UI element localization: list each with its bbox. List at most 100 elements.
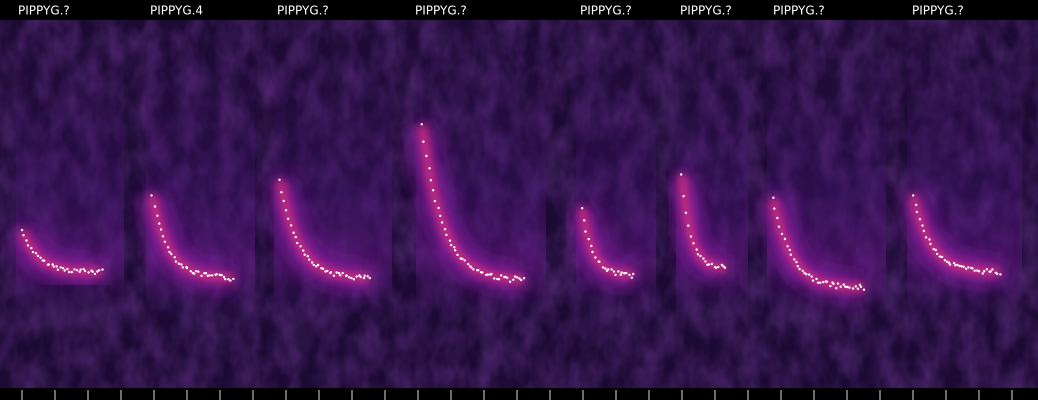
trace-dot [844,285,847,288]
trace-dot [788,248,791,252]
trace-dot [921,224,924,227]
trace-dot [601,266,605,269]
trace-dot [289,224,293,227]
trace-dot [326,269,329,273]
trace-dot [929,242,932,246]
trace-dot [355,275,358,278]
trace-dot [720,263,724,267]
trace-dot [315,265,318,268]
trace-dot [185,266,189,270]
trace-dot [204,272,208,275]
trace-dot [292,231,295,234]
trace-dot [836,282,840,285]
trace-dot [170,252,173,256]
trace-dot [999,273,1002,276]
trace-dot [862,288,866,291]
trace-dot [177,262,181,265]
trace-dot [508,280,512,283]
trace-dot [450,243,453,247]
trace-dot [723,266,727,269]
trace-dot [101,268,104,271]
trace-dot [168,250,171,254]
trace-dot [299,245,302,248]
trace-dot [31,250,35,254]
trace-dot [598,260,601,263]
trace-dot [30,246,33,250]
trace-dot [472,268,475,271]
trace-dot [612,270,616,273]
trace-dot [943,259,947,262]
trace-dot [359,275,362,279]
trace-dot [777,225,781,228]
trace-dot [591,250,594,254]
trace-dot [284,209,288,212]
trace-dot [783,237,787,241]
trace-dot [339,274,342,277]
trace-dot [796,265,799,268]
trace-dot [174,260,178,263]
trace-dot [420,123,423,126]
trace-dot [912,194,915,197]
trace-dot [454,249,457,252]
trace-dot [692,242,695,245]
trace-dot [583,219,586,222]
trace-dot [181,266,184,269]
trace-dot [280,191,283,194]
trace-dot [227,278,230,281]
trace-dot [26,244,30,247]
trace-dot [816,281,820,284]
call-label: PIPPYG.? [912,4,964,18]
trace-dot [193,272,196,275]
trace-dot [956,263,959,267]
trace-dot [619,273,622,276]
trace-dot [515,276,519,279]
trace-dot [928,238,931,241]
trace-dot [463,259,466,262]
trace-dot [610,268,613,271]
trace-dot [977,270,981,273]
trace-dot [445,233,448,237]
trace-dot [79,268,82,271]
call-labels: PIPPYG.? PIPPYG.4 PIPPYG.? PIPPYG.? PIPPYG.?… [18,4,964,18]
call-label: PIPPYG.? [773,4,825,18]
trace-dot [433,199,437,203]
trace-dot [312,263,315,267]
trace-dot [964,267,968,270]
trace-dot [56,268,60,271]
trace-dot [628,273,631,277]
trace-dot [335,271,338,274]
trace-dot [699,254,702,258]
trace-dot [22,234,25,237]
trace-dot [98,269,101,272]
trace-dot [282,199,285,203]
trace-dot [470,266,473,269]
trace-dot [780,232,784,236]
trace-dot [224,278,227,281]
trace-dot [159,228,163,231]
trace-dot [62,267,65,270]
trace-dot [856,287,860,290]
trace-dot [345,274,348,277]
trace-dot [623,272,626,275]
trace-dot [70,270,74,274]
trace-dot [206,274,209,277]
trace-dot [425,154,428,158]
trace-dot [302,249,305,252]
trace-dot [682,195,685,198]
trace-dot [51,263,54,266]
trace-dot [513,275,517,278]
trace-dot [215,273,218,276]
trace-dot [625,271,628,275]
trace-dot [520,278,523,282]
time-ticks [21,390,1013,400]
trace-dot [36,254,40,258]
trace-dot [166,246,170,249]
trace-dot [286,217,290,220]
trace-dot [490,272,493,276]
trace-dot [617,270,620,273]
call-label: PIPPYG.? [680,4,732,18]
trace-dot [512,278,515,281]
trace-dot [795,260,798,264]
trace-dot [66,267,69,271]
trace-dot [842,283,845,286]
